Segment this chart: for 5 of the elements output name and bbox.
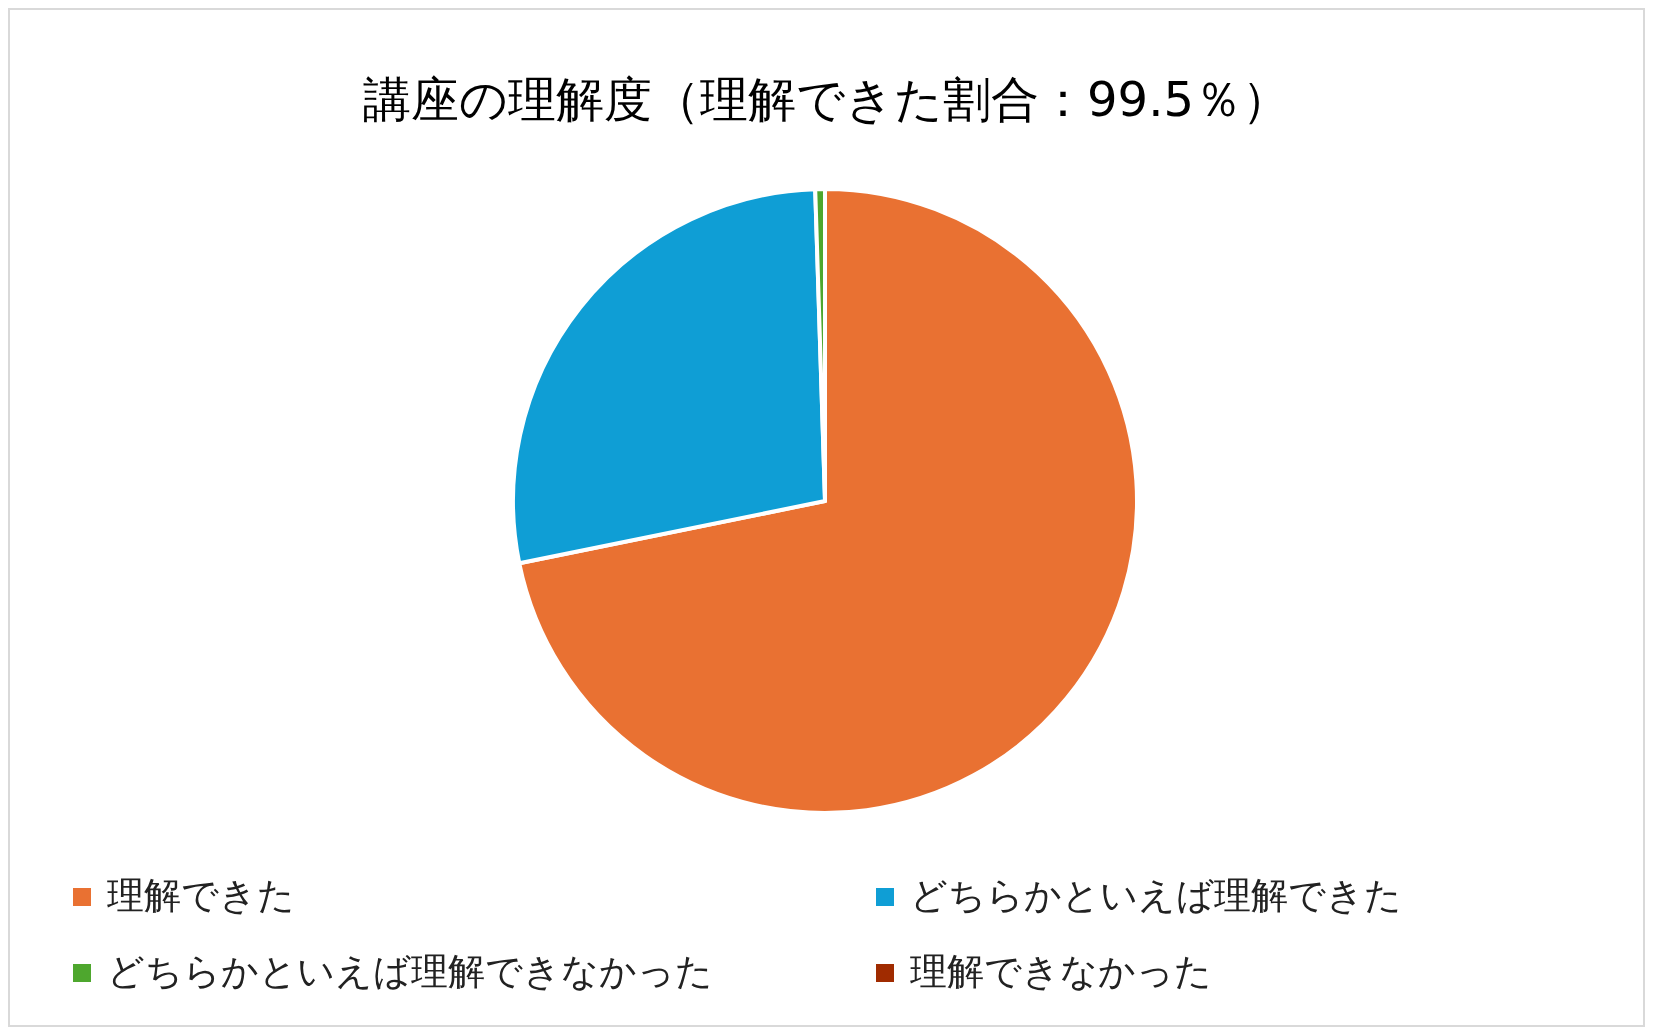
legend-label: どちらかといえば理解できなかった <box>107 950 713 993</box>
legend-label: 理解できなかった <box>910 950 1212 993</box>
chart-title: 講座の理解度（理解できた割合：99.5％） <box>363 71 1290 127</box>
legend-label: 理解できた <box>107 874 295 917</box>
legend-label: どちらかといえば理解できた <box>910 874 1402 917</box>
